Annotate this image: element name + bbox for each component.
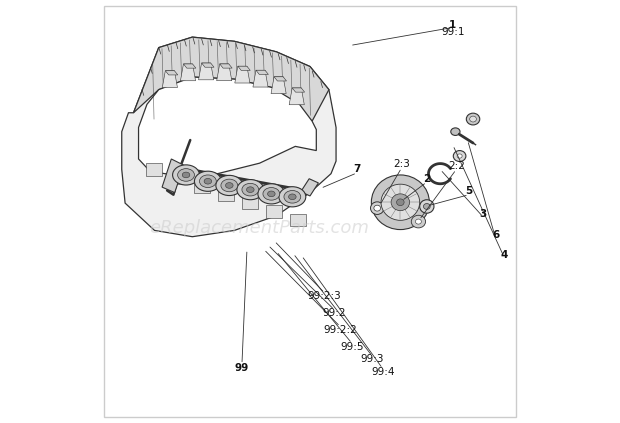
Text: 99:3: 99:3 [360, 354, 384, 365]
Ellipse shape [371, 202, 384, 214]
Ellipse shape [420, 200, 434, 213]
Ellipse shape [466, 113, 480, 125]
Polygon shape [219, 64, 232, 68]
Ellipse shape [371, 175, 429, 230]
Ellipse shape [263, 187, 280, 200]
Text: 99:4: 99:4 [371, 367, 394, 377]
Polygon shape [301, 179, 319, 196]
Ellipse shape [195, 171, 221, 191]
Polygon shape [193, 180, 210, 192]
Polygon shape [265, 205, 282, 218]
Text: 1: 1 [450, 19, 456, 30]
Polygon shape [162, 71, 177, 88]
Ellipse shape [247, 187, 254, 192]
Ellipse shape [374, 205, 381, 211]
Ellipse shape [470, 116, 476, 122]
Polygon shape [122, 37, 336, 237]
Ellipse shape [457, 154, 462, 158]
Text: 2: 2 [423, 174, 430, 184]
Text: 99:5: 99:5 [340, 342, 364, 352]
Polygon shape [138, 77, 316, 176]
Polygon shape [218, 188, 234, 201]
Text: 99:1: 99:1 [441, 27, 464, 37]
Polygon shape [169, 172, 187, 184]
Ellipse shape [216, 176, 243, 195]
Ellipse shape [177, 169, 195, 181]
Text: 6: 6 [492, 231, 499, 240]
Ellipse shape [182, 172, 190, 178]
Ellipse shape [415, 219, 422, 224]
Text: 2:2: 2:2 [448, 161, 464, 171]
Polygon shape [162, 159, 184, 192]
Polygon shape [184, 64, 196, 68]
Ellipse shape [204, 179, 211, 184]
Ellipse shape [453, 151, 466, 162]
Polygon shape [133, 37, 329, 121]
Text: 99:2:3: 99:2:3 [308, 291, 342, 301]
Polygon shape [290, 214, 306, 226]
Text: 99:2:2: 99:2:2 [324, 325, 357, 335]
Text: 7: 7 [353, 165, 361, 174]
Polygon shape [292, 88, 304, 92]
Ellipse shape [279, 187, 306, 207]
Polygon shape [271, 77, 286, 93]
Polygon shape [216, 64, 232, 81]
Ellipse shape [258, 184, 285, 204]
Ellipse shape [411, 215, 425, 228]
Ellipse shape [172, 165, 200, 185]
Ellipse shape [200, 175, 216, 187]
Ellipse shape [226, 183, 233, 188]
Polygon shape [256, 70, 268, 74]
Polygon shape [180, 64, 195, 81]
Polygon shape [198, 63, 214, 80]
Text: 99:2: 99:2 [322, 308, 346, 318]
Ellipse shape [288, 194, 296, 200]
Text: eReplacementParts.com: eReplacementParts.com [149, 219, 370, 237]
Ellipse shape [237, 179, 264, 200]
Polygon shape [289, 88, 304, 105]
Polygon shape [238, 66, 250, 70]
Text: 4: 4 [501, 250, 508, 260]
Text: 5: 5 [465, 186, 472, 196]
Polygon shape [274, 77, 286, 81]
Ellipse shape [268, 191, 275, 197]
Polygon shape [253, 70, 268, 87]
Ellipse shape [391, 194, 410, 211]
Ellipse shape [397, 199, 404, 206]
Polygon shape [202, 63, 214, 67]
Text: 2:3: 2:3 [393, 159, 410, 170]
Ellipse shape [451, 128, 460, 135]
Polygon shape [146, 163, 162, 176]
Text: 99: 99 [235, 363, 249, 373]
Polygon shape [166, 71, 178, 75]
Text: 3: 3 [479, 209, 487, 219]
Ellipse shape [423, 203, 430, 209]
Ellipse shape [242, 183, 259, 196]
Polygon shape [235, 66, 250, 83]
Polygon shape [242, 197, 259, 209]
Ellipse shape [381, 184, 420, 220]
Ellipse shape [221, 179, 237, 192]
Ellipse shape [284, 190, 301, 203]
